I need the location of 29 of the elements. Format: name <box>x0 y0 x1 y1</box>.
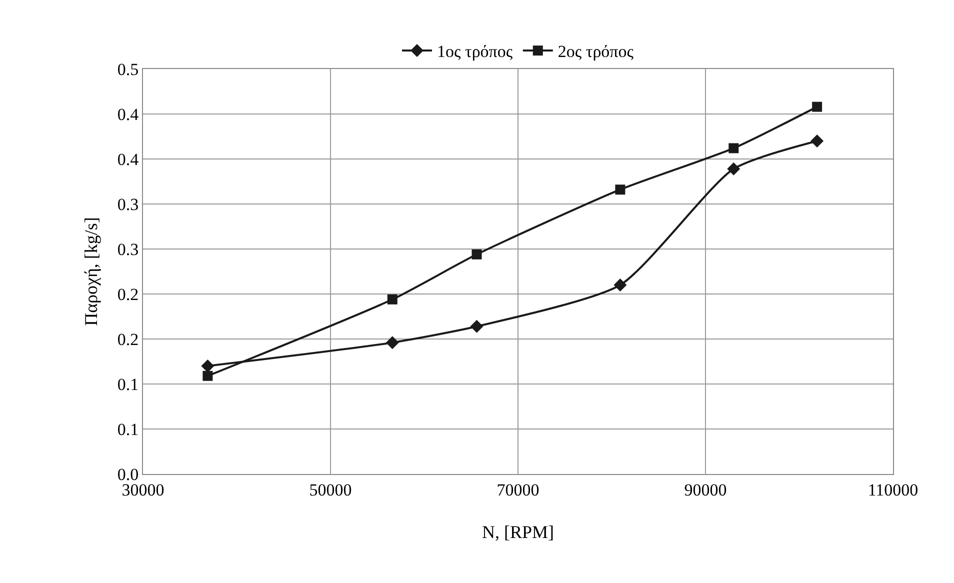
point <box>810 134 824 148</box>
y-tick-label: 0.3 <box>117 194 139 214</box>
y-tick-label: 0.4 <box>117 150 140 169</box>
y-tick-label: 0.5 <box>117 60 139 79</box>
y-tick-label: 0.4 <box>117 104 140 124</box>
x-tick-label: 90000 <box>684 480 727 500</box>
point <box>201 360 214 372</box>
legend-label: 1ος τρόπος <box>437 42 513 62</box>
x-tick-label: 50000 <box>309 480 352 500</box>
y-tick-label: 0.1 <box>117 374 139 394</box>
y-tick-label: 0.3 <box>117 240 139 259</box>
point <box>470 320 484 333</box>
point <box>386 336 399 350</box>
x-axis-title: N, [RPM] <box>482 522 554 542</box>
point <box>614 278 627 292</box>
point <box>472 249 482 260</box>
y-tick-label: 0.2 <box>117 284 139 304</box>
point <box>727 162 740 176</box>
x-tick-label: 70000 <box>496 480 540 500</box>
point <box>202 370 213 381</box>
point <box>387 294 398 304</box>
y-tick-label: 0.1 <box>117 420 139 439</box>
y-axis-title: Παροχή, [kg/s] <box>81 217 101 326</box>
legend-label: 2ος τρόπος <box>558 42 634 62</box>
point <box>728 143 739 154</box>
x-tick-label: 110000 <box>868 480 918 500</box>
point <box>615 184 626 195</box>
y-tick-label: 0.2 <box>117 330 139 349</box>
point <box>812 102 822 112</box>
